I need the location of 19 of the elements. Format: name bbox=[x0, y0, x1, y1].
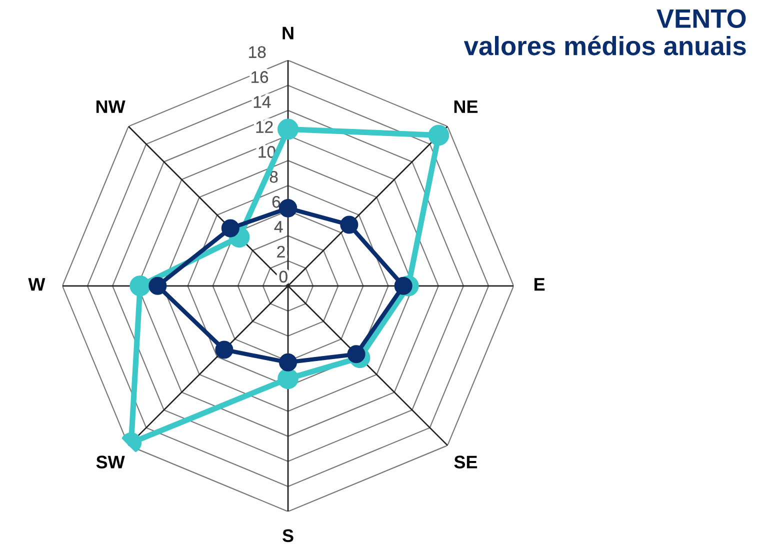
spoke-label: SE bbox=[454, 456, 478, 468]
spoke-label: NE bbox=[454, 100, 478, 113]
text: VENTO bbox=[656, 9, 746, 28]
y-tick-label: 2 bbox=[277, 246, 285, 258]
text: valores médios anuais bbox=[464, 36, 746, 56]
y-tick-label: 4 bbox=[274, 221, 283, 233]
y-tick-label: 6 bbox=[272, 196, 280, 208]
spoke-label: N bbox=[282, 26, 294, 40]
spoke-label: SW bbox=[96, 456, 125, 468]
y-tick-label: 12 bbox=[256, 121, 273, 133]
y-tick-label: 8 bbox=[270, 170, 278, 183]
y-tick-label: 14 bbox=[254, 96, 271, 108]
y-tick-label: 18 bbox=[249, 46, 266, 58]
spoke-label: W bbox=[28, 278, 46, 291]
y-tick-label: 16 bbox=[252, 71, 268, 83]
y-tick-label: 0 bbox=[279, 270, 288, 283]
spoke-label: E bbox=[534, 278, 545, 291]
spoke-label: NW bbox=[96, 100, 126, 113]
spoke-label: S bbox=[282, 529, 294, 542]
